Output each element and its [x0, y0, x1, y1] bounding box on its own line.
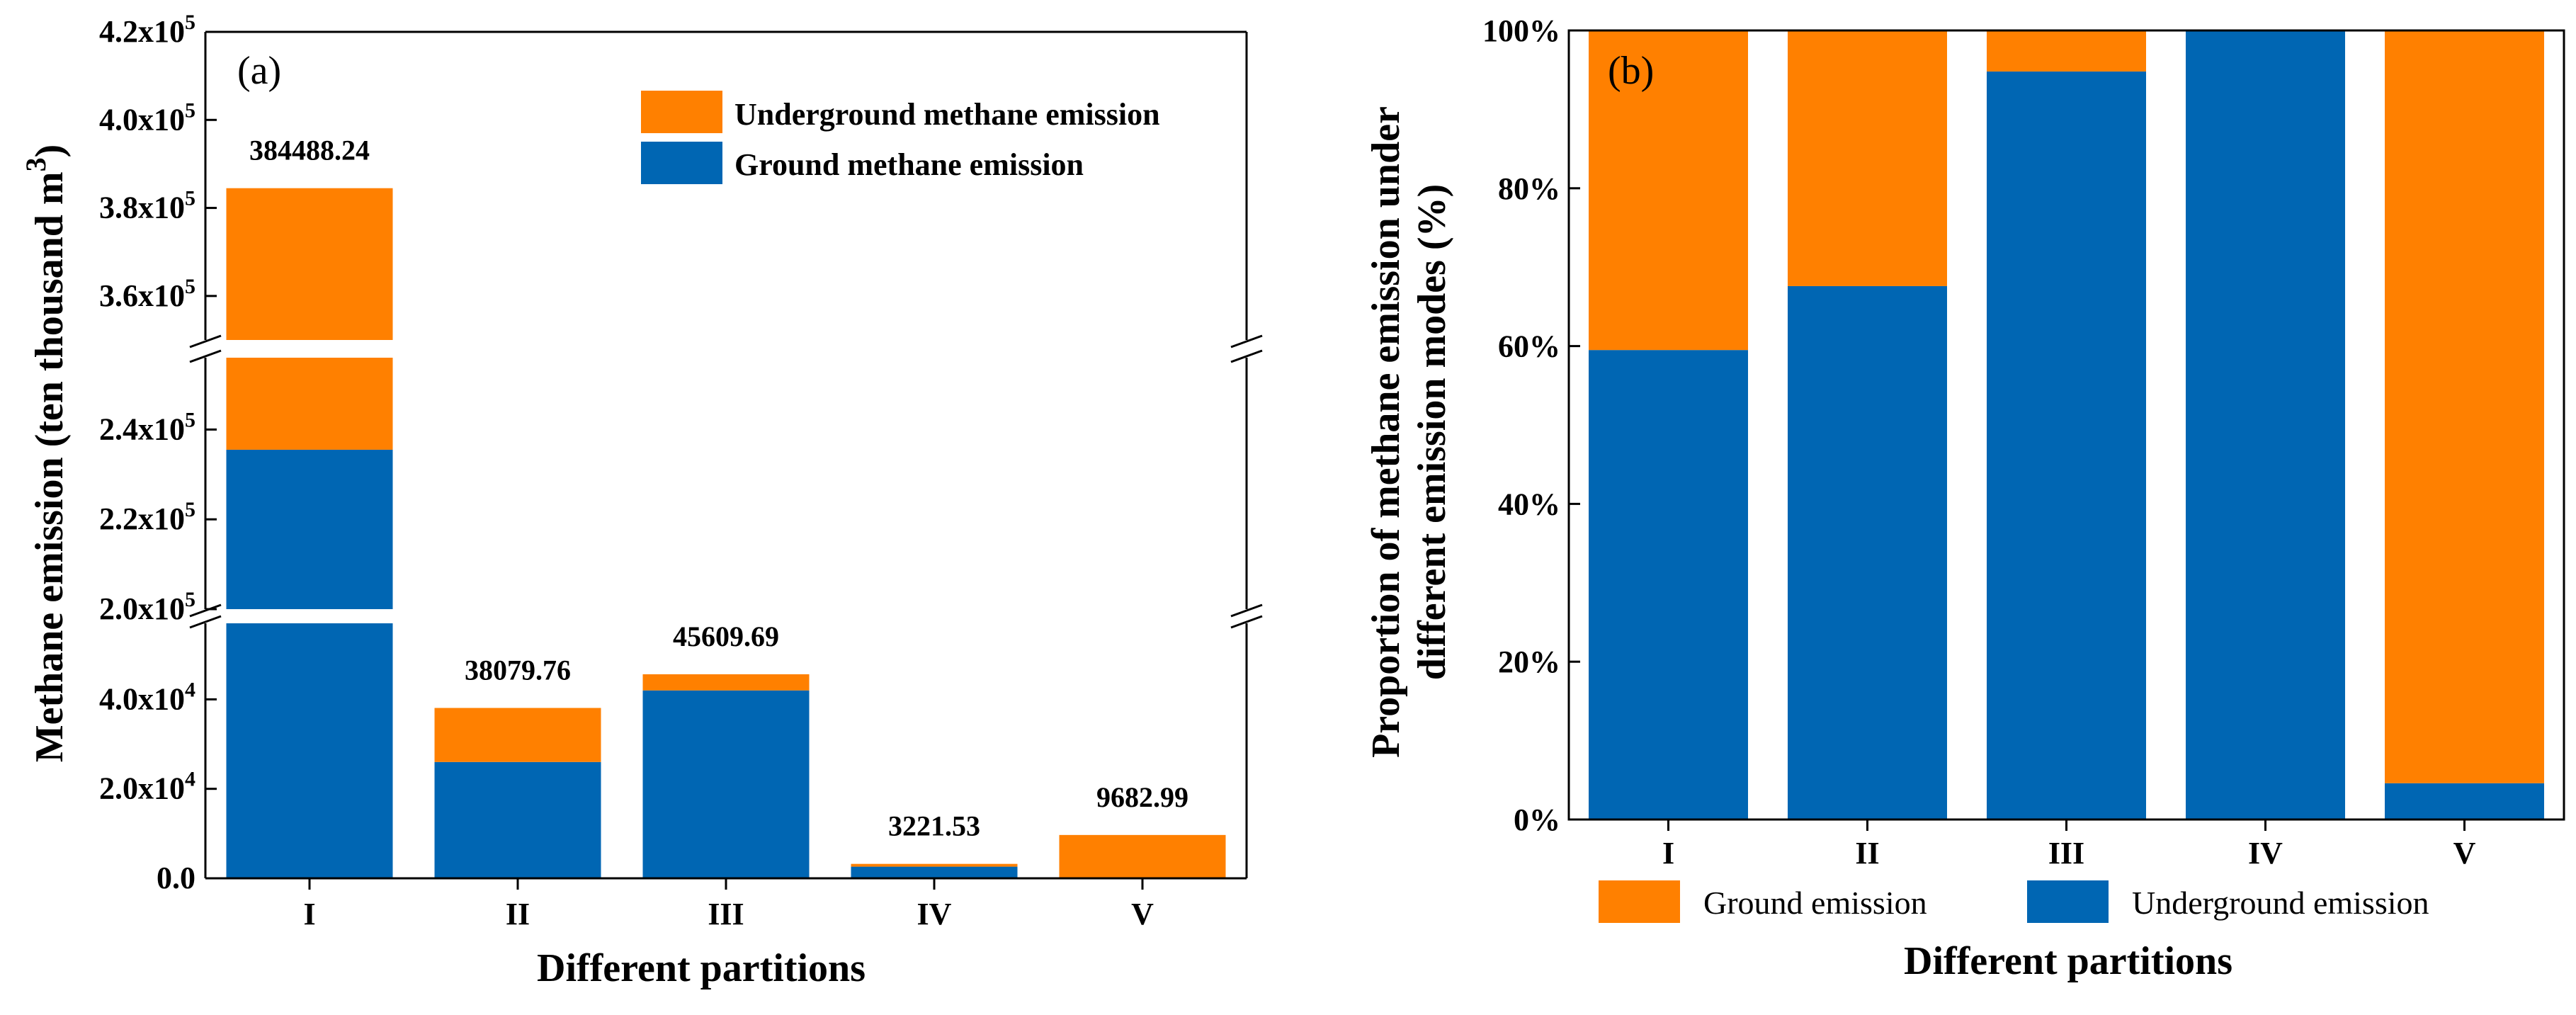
- legend-b-ground-label: Ground emission: [1703, 885, 1927, 921]
- a-ytick-label-0-1: 2.0x104: [99, 768, 195, 806]
- total-label-III: 45609.69: [673, 620, 779, 652]
- a-xtick-label-II: II: [506, 897, 530, 931]
- bar-b-III-ground: [1987, 30, 2146, 72]
- bar-a-III-underground-seg0: [642, 674, 810, 691]
- b-ytick-label-5: 100%: [1482, 13, 1560, 48]
- b-ytick-label-0: 0%: [1514, 803, 1560, 837]
- panel-b-label: (b): [1608, 49, 1654, 93]
- panel-a-x-ticks: I II III IV V: [303, 878, 1154, 931]
- bar-a-II-ground-seg0: [434, 761, 601, 878]
- a-ytick-label-1-0: 2.0x105: [99, 588, 195, 626]
- total-label-II: 38079.76: [465, 654, 571, 686]
- b-xtick-label-III: III: [2048, 836, 2084, 871]
- bar-b-I-underground: [1589, 350, 1748, 820]
- panel-a-y-axis-title-main: Methane emission (ten thousand m: [28, 171, 72, 762]
- bar-b-V-ground: [2385, 30, 2544, 783]
- bar-a-IV-underground-seg0: [851, 863, 1018, 867]
- bar-a-I-ground-seg1: [226, 449, 393, 609]
- total-label-V: 9682.99: [1096, 781, 1188, 813]
- bar-b-IV-underground: [2186, 30, 2345, 820]
- break-mark-0-1-b: [1230, 603, 1263, 618]
- panel-a-y-axis-title-sup: 3: [20, 157, 52, 171]
- bar-a-IV-ground-seg0: [851, 866, 1018, 878]
- b-ytick-label-4: 80%: [1498, 171, 1560, 206]
- legend-b-underground-swatch: [2027, 880, 2109, 923]
- b-ytick-label-3: 60%: [1498, 329, 1560, 364]
- a-ytick-label-1-1: 2.2x105: [99, 498, 195, 536]
- bar-b-II-ground: [1788, 30, 1947, 286]
- panel-a-y-axis-title: Methane emission (ten thousand m3): [20, 144, 72, 762]
- bar-a-III-ground-seg0: [642, 690, 810, 878]
- legend-a-ground-swatch: [641, 142, 722, 184]
- panel-b-y-axis-title-line2: different emission modes (%): [1410, 184, 1454, 680]
- b-ytick-label-1: 20%: [1498, 645, 1560, 679]
- panel-b-x-ticks: I II III IV V: [1662, 820, 2476, 871]
- total-label-IV: 3221.53: [888, 810, 980, 842]
- bar-a-I-underground-seg2: [226, 188, 393, 340]
- bar-a-V-underground-seg0: [1059, 834, 1226, 878]
- b-xtick-label-IV: IV: [2248, 836, 2283, 871]
- legend-a-underground-swatch: [641, 91, 722, 133]
- panel-b-x-axis-title: Different partitions: [1904, 939, 2232, 983]
- b-xtick-label-V: V: [2453, 836, 2476, 871]
- panel-b-bar-chart: 0%20%40%60%80%100% I II III IV V (b) Ground …: [1364, 13, 2565, 983]
- bar-b-III-underground: [1987, 71, 2146, 820]
- break-mark-0-0-b: [189, 603, 222, 618]
- bar-b-II-underground: [1788, 285, 1947, 820]
- break-mark-1-1-b: [1230, 334, 1263, 348]
- panel-a-y-axis-title-close: ): [28, 144, 72, 158]
- bar-a-I-ground-seg0: [226, 623, 393, 878]
- panel-a-bar-chart: 384488.2438079.7645609.693221.539682.99 …: [20, 11, 1263, 990]
- legend-a-underground-label: Underground methane emission: [734, 97, 1160, 132]
- break-mark-1-0-b: [189, 334, 222, 348]
- a-ytick-label-0-0: 0.0: [157, 861, 195, 895]
- break-mark-1-0-a: [189, 349, 222, 363]
- panel-b-y-ticks: 0% 20% 40% 60% 80% 100%: [1482, 13, 1580, 837]
- b-xtick-label-I: I: [1662, 836, 1674, 871]
- bar-b-V-underground: [2385, 783, 2544, 820]
- bar-a-I-underground-seg1: [226, 358, 393, 450]
- panel-b-y-axis-title-line1: Proportion of methane emission under: [1364, 106, 1408, 758]
- legend-a-ground-label: Ground methane emission: [734, 147, 1084, 182]
- panel-a-y-ticks: 0.0 2.0x104 4.0x104 2.0x105 2.2x105 2.4x105 3.…: [99, 11, 217, 895]
- a-xtick-label-V: V: [1131, 897, 1154, 931]
- break-mark-0-1-a: [1230, 615, 1263, 629]
- a-xtick-label-IV: IV: [917, 897, 952, 931]
- panel-b-bars: [1589, 30, 2544, 820]
- panel-a-label: (a): [237, 49, 281, 93]
- a-ytick-label-2-1: 3.8x105: [99, 187, 195, 225]
- a-ytick-label-2-0: 3.6x105: [99, 275, 195, 313]
- a-ytick-label-0-2: 4.0x104: [99, 678, 195, 716]
- panel-a-bars: [226, 188, 1226, 878]
- legend-b-ground-swatch: [1599, 880, 1680, 923]
- legend-b-underground-label: Underground emission: [2132, 885, 2429, 921]
- b-ytick-label-2: 40%: [1498, 487, 1560, 521]
- total-label-I: 384488.24: [249, 135, 370, 166]
- a-xtick-label-III: III: [708, 897, 744, 931]
- a-ytick-label-2-2: 4.0x105: [99, 98, 195, 137]
- b-xtick-label-II: II: [1855, 836, 1879, 871]
- a-ytick-label-1-2: 2.4x105: [99, 408, 195, 446]
- panel-a-x-axis-title: Different partitions: [537, 946, 866, 990]
- bar-a-II-underground-seg0: [434, 708, 601, 762]
- panel-a-total-labels: 384488.24 38079.76 45609.69 3221.53 9682.99: [249, 135, 1188, 842]
- break-mark-0-0-a: [189, 615, 222, 629]
- break-mark-1-1-a: [1230, 349, 1263, 363]
- a-xtick-label-I: I: [303, 897, 315, 931]
- bar-b-I-ground: [1589, 30, 1748, 351]
- a-ytick-label-2-3: 4.2x105: [99, 11, 195, 49]
